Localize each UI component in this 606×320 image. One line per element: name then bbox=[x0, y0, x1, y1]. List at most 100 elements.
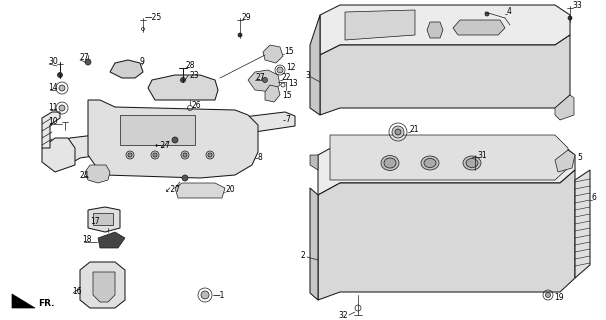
Text: 6: 6 bbox=[592, 194, 597, 203]
Text: 22: 22 bbox=[282, 74, 291, 83]
Text: 10: 10 bbox=[48, 117, 58, 126]
Polygon shape bbox=[320, 35, 570, 115]
Text: 32: 32 bbox=[338, 310, 348, 319]
Polygon shape bbox=[175, 183, 225, 198]
Text: 3: 3 bbox=[305, 70, 310, 79]
Text: 13: 13 bbox=[288, 78, 298, 87]
Circle shape bbox=[181, 77, 185, 83]
Text: 19: 19 bbox=[554, 292, 564, 301]
Text: FR.: FR. bbox=[38, 299, 55, 308]
Text: 18: 18 bbox=[82, 236, 92, 244]
Polygon shape bbox=[42, 138, 75, 172]
Polygon shape bbox=[318, 170, 575, 300]
Ellipse shape bbox=[463, 156, 481, 170]
Polygon shape bbox=[110, 60, 143, 78]
Polygon shape bbox=[310, 188, 318, 300]
Circle shape bbox=[392, 126, 404, 138]
Polygon shape bbox=[310, 155, 318, 170]
Polygon shape bbox=[330, 135, 568, 180]
Circle shape bbox=[59, 105, 65, 111]
Circle shape bbox=[485, 12, 489, 16]
Ellipse shape bbox=[381, 156, 399, 171]
Polygon shape bbox=[12, 294, 35, 308]
Polygon shape bbox=[575, 170, 590, 278]
Circle shape bbox=[58, 73, 62, 77]
Circle shape bbox=[126, 151, 134, 159]
Circle shape bbox=[206, 151, 214, 159]
Text: 24: 24 bbox=[80, 171, 90, 180]
Polygon shape bbox=[80, 262, 125, 308]
Text: 16: 16 bbox=[72, 287, 82, 297]
Text: ←27: ←27 bbox=[155, 140, 171, 149]
Polygon shape bbox=[248, 70, 280, 92]
Polygon shape bbox=[98, 232, 125, 248]
Text: 27: 27 bbox=[80, 53, 90, 62]
Text: 31: 31 bbox=[477, 150, 487, 159]
Circle shape bbox=[151, 151, 159, 159]
Circle shape bbox=[238, 33, 242, 37]
Circle shape bbox=[85, 59, 91, 65]
Text: 30: 30 bbox=[48, 58, 58, 67]
Circle shape bbox=[545, 292, 550, 298]
Text: 2: 2 bbox=[300, 251, 305, 260]
Polygon shape bbox=[88, 207, 120, 232]
Text: 7: 7 bbox=[285, 116, 290, 124]
Text: 26: 26 bbox=[192, 100, 202, 109]
Circle shape bbox=[201, 291, 209, 299]
Text: 27: 27 bbox=[255, 74, 265, 83]
Polygon shape bbox=[318, 143, 575, 195]
Text: 15: 15 bbox=[284, 47, 294, 57]
Text: 28: 28 bbox=[185, 60, 195, 69]
Text: —1: —1 bbox=[213, 291, 225, 300]
Circle shape bbox=[208, 153, 212, 157]
Polygon shape bbox=[310, 15, 320, 115]
Circle shape bbox=[128, 153, 132, 157]
Text: 11: 11 bbox=[48, 103, 58, 113]
Text: 14: 14 bbox=[48, 84, 58, 92]
Circle shape bbox=[277, 67, 283, 73]
Polygon shape bbox=[453, 20, 505, 35]
Polygon shape bbox=[263, 45, 283, 63]
Text: —25: —25 bbox=[145, 12, 162, 21]
Ellipse shape bbox=[384, 158, 396, 168]
Bar bbox=[93, 213, 113, 225]
Text: 8: 8 bbox=[258, 154, 263, 163]
Ellipse shape bbox=[421, 156, 439, 170]
Text: 20: 20 bbox=[225, 186, 235, 195]
Polygon shape bbox=[42, 112, 60, 148]
Polygon shape bbox=[345, 10, 415, 40]
Circle shape bbox=[262, 77, 267, 83]
Circle shape bbox=[183, 153, 187, 157]
Bar bbox=[120, 115, 195, 145]
Text: 29: 29 bbox=[242, 13, 251, 22]
Text: 17: 17 bbox=[90, 218, 99, 227]
Circle shape bbox=[395, 129, 401, 135]
Text: 12: 12 bbox=[286, 63, 296, 73]
Circle shape bbox=[59, 85, 65, 91]
Circle shape bbox=[153, 153, 157, 157]
Circle shape bbox=[172, 137, 178, 143]
Circle shape bbox=[568, 16, 572, 20]
Polygon shape bbox=[93, 272, 115, 302]
Polygon shape bbox=[85, 165, 110, 183]
Text: 33: 33 bbox=[572, 2, 582, 11]
Polygon shape bbox=[148, 75, 218, 100]
Ellipse shape bbox=[424, 158, 436, 167]
Text: 21: 21 bbox=[410, 125, 419, 134]
Polygon shape bbox=[555, 95, 574, 120]
Polygon shape bbox=[555, 150, 575, 172]
Text: 9: 9 bbox=[140, 58, 145, 67]
Text: 4: 4 bbox=[507, 7, 512, 17]
Circle shape bbox=[181, 151, 189, 159]
Polygon shape bbox=[55, 112, 295, 165]
Text: 23: 23 bbox=[190, 70, 199, 79]
Text: 5: 5 bbox=[577, 154, 582, 163]
Text: 15: 15 bbox=[282, 91, 291, 100]
Text: ↙27: ↙27 bbox=[165, 186, 181, 195]
Polygon shape bbox=[265, 85, 280, 102]
Polygon shape bbox=[427, 22, 443, 38]
Ellipse shape bbox=[466, 158, 478, 167]
Polygon shape bbox=[320, 5, 570, 55]
Circle shape bbox=[182, 175, 188, 181]
Polygon shape bbox=[88, 100, 258, 178]
